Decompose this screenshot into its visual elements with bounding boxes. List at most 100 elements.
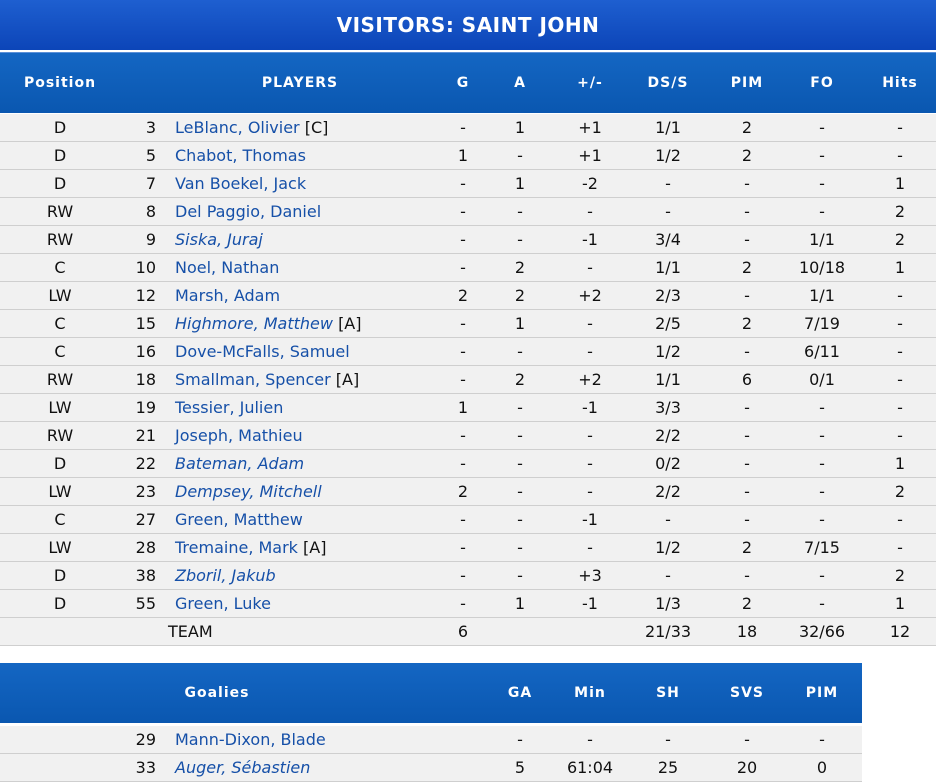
stat-fo-cell: -: [819, 398, 825, 417]
goalie-row: 33 Auger, Sébastien 5 61:04 25 20 0: [0, 754, 862, 782]
stat-hits-cell: 1: [894, 594, 906, 613]
jersey-number-cell: 16: [135, 342, 156, 361]
position-cell: RW: [46, 370, 74, 389]
player-link[interactable]: Mann-Dixon, Blade: [175, 730, 326, 749]
team-pim-cell: 18: [736, 622, 758, 641]
stat-g-cell: -: [460, 258, 466, 277]
stat-fo-cell: -: [819, 510, 825, 529]
team-g-cell: 6: [457, 622, 469, 641]
stat-a-cell: -: [517, 342, 523, 361]
table-row: C 27 Green, Matthew - - -1 - - - -: [0, 506, 936, 534]
player-name-cell: Zboril, Jakub: [175, 562, 435, 589]
stat-pim-cell: 2: [741, 258, 753, 277]
player-link[interactable]: Green, Matthew: [175, 510, 303, 529]
skater-header-row: Position PLAYERS G A +/- DS/S PIM FO Hit…: [0, 52, 936, 113]
goalie-sh-cell: -: [665, 730, 671, 749]
team-totals-row: TEAM 6 21/33 18 32/66 12: [0, 618, 936, 646]
player-link[interactable]: Dove-McFalls, Samuel: [175, 342, 350, 361]
stat-pm-cell: -: [587, 482, 593, 501]
stat-pm-cell: +3: [578, 566, 602, 585]
player-link[interactable]: Zboril, Jakub: [175, 566, 276, 585]
position-cell: RW: [46, 230, 74, 249]
player-link[interactable]: Dempsey, Mitchell: [175, 482, 322, 501]
position-cell: C: [54, 510, 66, 529]
stat-a-cell: -: [517, 426, 523, 445]
table-row: D 7 Van Boekel, Jack - 1 -2 - - - 1: [0, 170, 936, 198]
stat-a-cell: 1: [514, 314, 526, 333]
jersey-number-cell: 15: [135, 314, 156, 333]
stat-pm-cell: -: [587, 314, 593, 333]
player-link[interactable]: Noel, Nathan: [175, 258, 280, 277]
header-ga: GA: [507, 685, 533, 701]
player-name-cell: Auger, Sébastien: [175, 754, 435, 781]
stat-g-cell: -: [460, 454, 466, 473]
captain-badge: [C]: [304, 118, 329, 137]
stat-a-cell: 2: [514, 370, 526, 389]
player-link[interactable]: Green, Luke: [175, 594, 271, 613]
stat-a-cell: 1: [514, 118, 526, 137]
position-cell: D: [53, 118, 67, 137]
stat-pim-cell: -: [744, 202, 750, 221]
stat-g-cell: 1: [457, 398, 469, 417]
jersey-number-cell: 5: [145, 146, 156, 165]
player-link[interactable]: Del Paggio, Daniel: [175, 202, 322, 221]
header-min: Min: [574, 685, 606, 701]
player-link[interactable]: Auger, Sébastien: [175, 758, 311, 777]
stat-a-cell: -: [517, 566, 523, 585]
position-cell: LW: [48, 398, 72, 417]
stat-dss-cell: 2/2: [655, 482, 681, 501]
stat-hits-cell: 2: [894, 202, 906, 221]
player-link[interactable]: Chabot, Thomas: [175, 146, 306, 165]
player-link[interactable]: Tessier, Julien: [175, 398, 284, 417]
stat-fo-cell: 6/11: [804, 342, 840, 361]
player-link[interactable]: Highmore, Matthew: [175, 314, 333, 333]
header-sh: SH: [656, 685, 680, 701]
stat-pim-cell: -: [744, 398, 750, 417]
player-link[interactable]: Marsh, Adam: [175, 286, 281, 305]
stat-pm-cell: +2: [578, 286, 602, 305]
stat-a-cell: 2: [514, 258, 526, 277]
header-g: G: [456, 75, 470, 91]
stat-dss-cell: -: [665, 202, 671, 221]
player-link[interactable]: Tremaine, Mark: [175, 538, 298, 557]
stat-dss-cell: 3/3: [655, 398, 681, 417]
player-name-cell: Tremaine, Mark [A]: [175, 534, 435, 561]
stat-pm-cell: -: [587, 342, 593, 361]
stat-hits-cell: -: [897, 370, 903, 389]
stat-g-cell: -: [460, 538, 466, 557]
captain-badge: [A]: [335, 370, 360, 389]
goalie-min-cell: 61:04: [566, 758, 614, 777]
header-pim: PIM: [730, 75, 764, 91]
stat-a-cell: -: [517, 230, 523, 249]
stat-fo-cell: 1/1: [809, 230, 835, 249]
stat-pim-cell: 2: [741, 118, 753, 137]
goalie-svs-cell: -: [744, 730, 750, 749]
player-link[interactable]: Smallman, Spencer: [175, 370, 331, 389]
jersey-number-cell: 21: [135, 426, 156, 445]
player-name-cell: LeBlanc, Olivier [C]: [175, 114, 435, 141]
position-cell: D: [53, 594, 67, 613]
header-svs: SVS: [729, 685, 764, 701]
player-link[interactable]: LeBlanc, Olivier: [175, 118, 300, 137]
stat-hits-cell: -: [897, 538, 903, 557]
stat-pm-cell: +2: [578, 370, 602, 389]
stat-pim-cell: -: [744, 510, 750, 529]
table-row: LW 23 Dempsey, Mitchell 2 - - 2/2 - - 2: [0, 478, 936, 506]
jersey-number-cell: 12: [135, 286, 156, 305]
position-cell: D: [53, 454, 67, 473]
stat-fo-cell: -: [819, 118, 825, 137]
player-link[interactable]: Siska, Juraj: [175, 230, 263, 249]
stat-pim-cell: -: [744, 286, 750, 305]
position-cell: C: [54, 342, 66, 361]
stat-hits-cell: 2: [894, 566, 906, 585]
player-link[interactable]: Joseph, Mathieu: [175, 426, 303, 445]
captain-badge: [A]: [338, 314, 362, 333]
position-cell: LW: [48, 482, 72, 501]
stat-g-cell: -: [460, 566, 466, 585]
stat-fo-cell: -: [819, 174, 825, 193]
team-fo-cell: 32/66: [798, 622, 846, 641]
stat-g-cell: -: [460, 230, 466, 249]
stat-dss-cell: 1/1: [655, 118, 681, 137]
player-link[interactable]: Bateman, Adam: [175, 454, 305, 473]
player-link[interactable]: Van Boekel, Jack: [175, 174, 307, 193]
